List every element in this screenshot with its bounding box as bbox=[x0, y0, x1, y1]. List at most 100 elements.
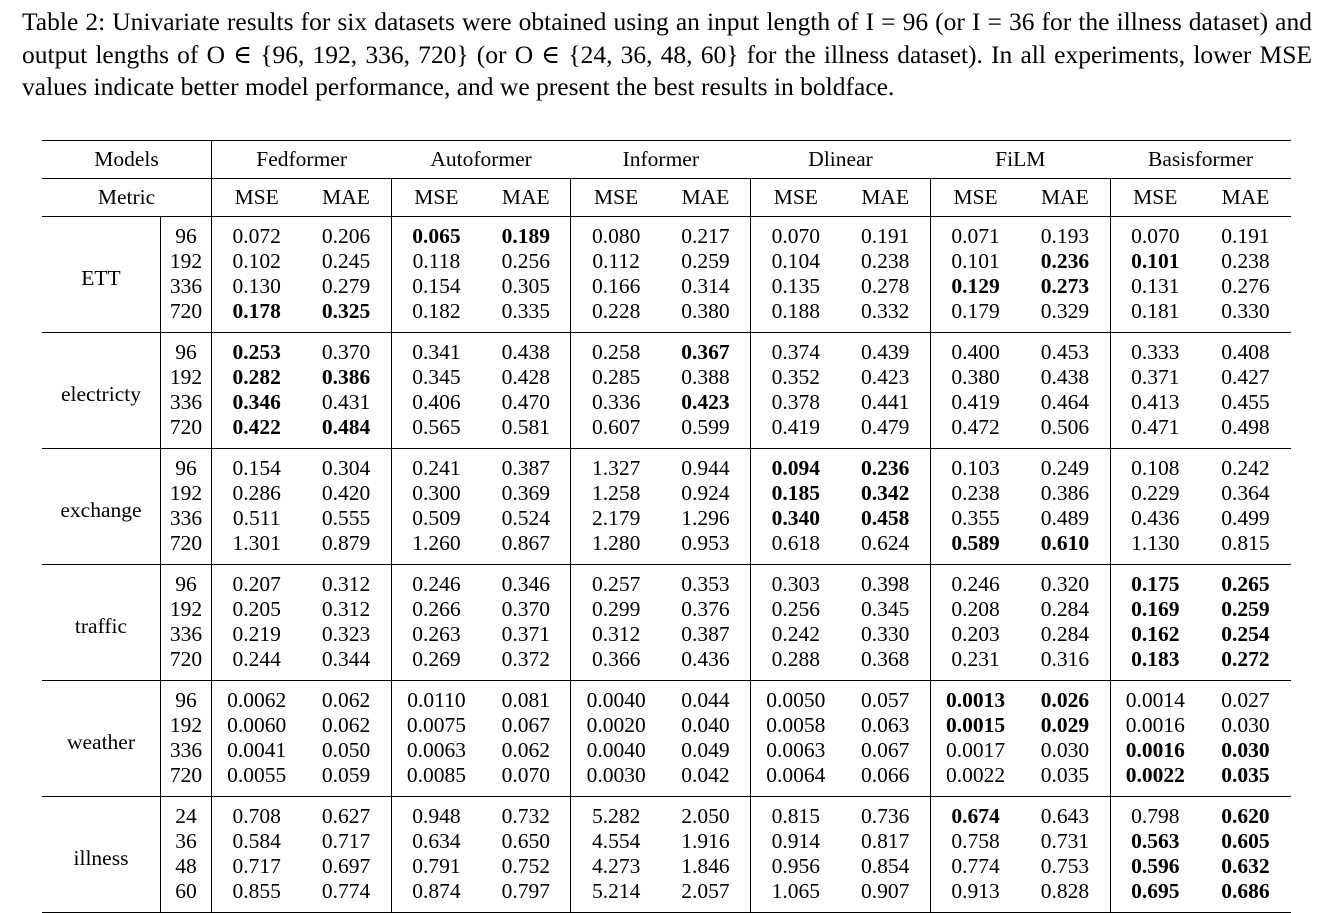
value-cell: 0.423 bbox=[861, 365, 910, 389]
value-cell: 0.341 bbox=[390, 332, 482, 365]
model-header-basisformer: Basisformer bbox=[1110, 140, 1291, 179]
value-cell: 0.471 bbox=[1109, 415, 1200, 449]
value-cell: 0.0016 bbox=[1109, 738, 1200, 763]
value-cell: 0.026 bbox=[1040, 688, 1090, 712]
value-cell: 1.327 bbox=[570, 448, 661, 481]
value-cell: 0.129 bbox=[929, 274, 1021, 299]
value-cell: 0.855 bbox=[211, 879, 302, 913]
value-cell: 0.333 bbox=[1109, 332, 1200, 365]
value-cell: 0.0022 bbox=[929, 763, 1021, 797]
value-cell: 0.208 bbox=[929, 597, 1021, 622]
value-cell: 0.419 bbox=[750, 415, 841, 449]
metric-mae: MAE bbox=[660, 178, 751, 217]
value-cell: 0.914 bbox=[750, 829, 841, 854]
value-cell: 0.316 bbox=[1020, 647, 1111, 681]
value-cell: 0.191 bbox=[861, 224, 910, 248]
value-cell: 0.244 bbox=[211, 647, 302, 681]
value-cell: 0.305 bbox=[501, 274, 550, 298]
value-cell: 0.256 bbox=[750, 597, 841, 622]
value-cell: 0.094 bbox=[750, 448, 841, 481]
metric-mse: MSE bbox=[929, 178, 1021, 217]
value-cell: 0.340 bbox=[750, 506, 841, 531]
value-cell: 0.643 bbox=[1040, 804, 1090, 828]
value-cell: 0.228 bbox=[570, 299, 661, 333]
value-cell: 1.258 bbox=[570, 481, 661, 506]
value-cell: 0.205 bbox=[211, 597, 302, 622]
value-cell: 0.511 bbox=[211, 506, 302, 531]
value-cell: 0.355 bbox=[929, 506, 1021, 531]
value-cell: 0.607 bbox=[570, 415, 661, 449]
value-cell: 0.378 bbox=[750, 390, 841, 415]
table-row: 60 0.855 0.774 0.874 0.797 5.214 2.057 1.065 0.9… bbox=[42, 879, 1291, 913]
metric-mae: MAE bbox=[840, 178, 931, 217]
value-cell: 0.169 bbox=[1109, 597, 1200, 622]
value-cell: 0.369 bbox=[501, 481, 550, 505]
value-cell: 0.323 bbox=[321, 622, 371, 646]
value-cell: 0.370 bbox=[321, 340, 371, 364]
value-cell: 0.257 bbox=[570, 564, 661, 597]
value-cell: 0.336 bbox=[570, 390, 661, 415]
value-cell: 0.791 bbox=[390, 854, 482, 879]
value-cell: 0.242 bbox=[750, 622, 841, 647]
value-cell: 0.259 bbox=[1221, 597, 1270, 621]
value-cell: 0.154 bbox=[390, 274, 482, 299]
horizon-cell: 192 bbox=[159, 597, 212, 622]
value-cell: 0.183 bbox=[1109, 647, 1200, 681]
value-cell: 0.256 bbox=[501, 249, 550, 273]
value-cell: 0.042 bbox=[660, 763, 751, 797]
value-cell: 0.253 bbox=[211, 332, 302, 365]
value-cell: 0.423 bbox=[681, 390, 730, 414]
value-cell: 1.916 bbox=[681, 829, 730, 853]
value-cell: 0.345 bbox=[390, 365, 482, 390]
horizon-cell: 720 bbox=[159, 299, 212, 333]
horizon-cell: 48 bbox=[159, 854, 212, 879]
value-cell: 0.624 bbox=[840, 531, 931, 565]
value-cell: 0.774 bbox=[929, 854, 1021, 879]
horizon-cell: 192 bbox=[159, 481, 212, 506]
value-cell: 0.605 bbox=[1221, 829, 1270, 853]
value-cell: 0.175 bbox=[1109, 564, 1200, 597]
table-row: 48 0.717 0.697 0.791 0.752 4.273 1.846 0.956 0.8… bbox=[42, 854, 1291, 879]
table-row: 192 0.282 0.386 0.345 0.428 0.285 0.388 0.352 0.… bbox=[42, 365, 1291, 390]
table-row: 720 1.301 0.879 1.260 0.867 1.280 0.953 0.618 0.… bbox=[42, 531, 1291, 565]
value-cell: 0.314 bbox=[681, 274, 730, 298]
value-cell: 0.697 bbox=[321, 854, 371, 878]
value-cell: 0.178 bbox=[211, 299, 302, 333]
value-cell: 0.380 bbox=[929, 365, 1021, 390]
value-cell: 0.238 bbox=[861, 249, 910, 273]
value-cell: 0.907 bbox=[840, 879, 931, 913]
value-cell: 0.563 bbox=[1109, 829, 1200, 854]
value-cell: 0.330 bbox=[1199, 299, 1291, 333]
metric-mae: MAE bbox=[481, 178, 571, 217]
value-cell: 0.062 bbox=[501, 738, 550, 762]
value-cell: 0.420 bbox=[321, 481, 371, 505]
horizon-cell: 192 bbox=[159, 249, 212, 274]
value-cell: 0.035 bbox=[1199, 763, 1291, 797]
value-cell: 0.798 bbox=[1109, 796, 1200, 829]
value-cell: 0.325 bbox=[301, 299, 392, 333]
value-cell: 0.0063 bbox=[390, 738, 482, 763]
value-cell: 0.879 bbox=[301, 531, 392, 565]
value-cell: 0.242 bbox=[1221, 456, 1270, 480]
value-cell: 0.330 bbox=[861, 622, 910, 646]
value-cell: 4.273 bbox=[570, 854, 661, 879]
table-row: 336 0.511 0.555 0.509 0.524 2.179 1.296 0.340 0.… bbox=[42, 506, 1291, 531]
value-cell: 0.080 bbox=[570, 216, 661, 249]
results-body: ETT 96 0.072 0.206 0.065 0.189 0.080 0.217 0.070… bbox=[42, 216, 1291, 913]
value-cell: 0.610 bbox=[1020, 531, 1111, 565]
value-cell: 0.059 bbox=[301, 763, 392, 797]
value-cell: 0.372 bbox=[481, 647, 571, 681]
value-cell: 0.867 bbox=[481, 531, 571, 565]
value-cell: 2.179 bbox=[570, 506, 661, 531]
value-cell: 0.263 bbox=[390, 622, 482, 647]
value-cell: 0.312 bbox=[570, 622, 661, 647]
horizon-cell: 96 bbox=[159, 448, 212, 481]
value-cell: 0.371 bbox=[1109, 365, 1200, 390]
value-cell: 0.067 bbox=[501, 713, 550, 737]
value-cell: 0.406 bbox=[390, 390, 482, 415]
value-cell: 0.758 bbox=[929, 829, 1021, 854]
value-cell: 0.207 bbox=[211, 564, 302, 597]
value-cell: 0.736 bbox=[861, 804, 910, 828]
table-row: 336 0.130 0.279 0.154 0.305 0.166 0.314 0.135 0.… bbox=[42, 274, 1291, 299]
value-cell: 0.049 bbox=[681, 738, 730, 762]
